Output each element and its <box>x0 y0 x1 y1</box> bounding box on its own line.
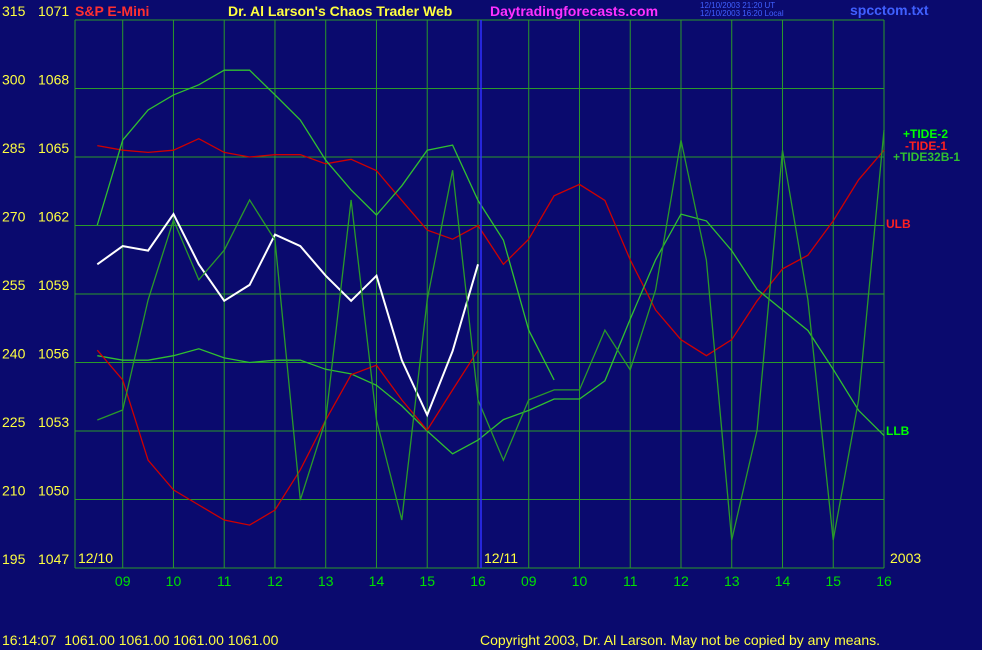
y2-tick-label: 225 <box>2 414 26 430</box>
quote: 16:14:07 1061.00 1061.00 1061.00 1061.00 <box>2 632 279 648</box>
x-tick-label: 14 <box>775 573 791 589</box>
series-line <box>97 137 885 357</box>
x-tick-label: 12 <box>267 573 283 589</box>
y2-tick-label: 315 <box>2 3 26 19</box>
date-label: 12/11 <box>484 550 518 566</box>
y2-tick-label: 240 <box>2 346 26 362</box>
x-tick-label: 11 <box>217 573 232 589</box>
y-tick-label: 1065 <box>38 140 69 156</box>
copyright: Copyright 2003, Dr. Al Larson. May not b… <box>480 632 880 648</box>
x-tick-label: 10 <box>572 573 588 589</box>
x-tick-label: 13 <box>318 573 334 589</box>
series-label: -TIDE-1 <box>905 139 947 153</box>
timestamp: 12/10/2003 21:20 UT <box>700 1 775 10</box>
x-tick-label: 14 <box>369 573 385 589</box>
series-line <box>97 130 885 541</box>
series-label: +TIDE32B-1 <box>893 150 960 164</box>
file-name: spcctom.txt <box>850 2 929 18</box>
y2-tick-label: 300 <box>2 72 26 88</box>
chart-title: S&P E-Mini <box>75 3 149 19</box>
x-tick-label: 10 <box>166 573 182 589</box>
y-tick-label: 1062 <box>38 209 69 225</box>
price-line <box>96 212 479 418</box>
series-label: ULB <box>886 217 911 231</box>
x-tick-label: 15 <box>419 573 435 589</box>
series-label: LLB <box>886 424 910 438</box>
y2-tick-label: 255 <box>2 277 26 293</box>
plot: 1047 1050 1053 1056 1059 1062 1065 1068 1071 195 2… <box>2 3 892 589</box>
y2-tick-label: 195 <box>2 551 26 567</box>
x-tick-label: 09 <box>115 573 131 589</box>
y2-tick-label: 210 <box>2 483 26 499</box>
date-label: 12/10 <box>78 550 113 566</box>
y-tick-label: 1053 <box>38 414 69 430</box>
site: Daytradingforecasts.com <box>490 3 658 19</box>
y-tick-label: 1047 <box>38 551 69 567</box>
subtitle: Dr. Al Larson's Chaos Trader Web <box>228 3 452 19</box>
y-tick-label: 1056 <box>38 346 69 362</box>
x-tick-label: 13 <box>724 573 740 589</box>
x-tick-label: 12 <box>673 573 689 589</box>
y2-tick-label: 270 <box>2 209 26 225</box>
date-label: 2003 <box>890 550 921 566</box>
x-tick-label: 16 <box>470 573 486 589</box>
y2-tick-label: 285 <box>2 140 26 156</box>
x-tick-label: 15 <box>825 573 841 589</box>
y-tick-label: 1059 <box>38 277 69 293</box>
y-tick-label: 1071 <box>38 3 69 19</box>
series-label: +TIDE-2 <box>903 127 948 141</box>
x-tick-label: 09 <box>521 573 537 589</box>
y-tick-label: 1068 <box>38 72 69 88</box>
x-tick-label: 11 <box>623 573 638 589</box>
timestamp: 12/10/2003 16:20 Local <box>700 9 784 18</box>
series-line <box>96 69 555 381</box>
y-tick-label: 1050 <box>38 483 69 499</box>
x-tick-label: 16 <box>876 573 892 589</box>
